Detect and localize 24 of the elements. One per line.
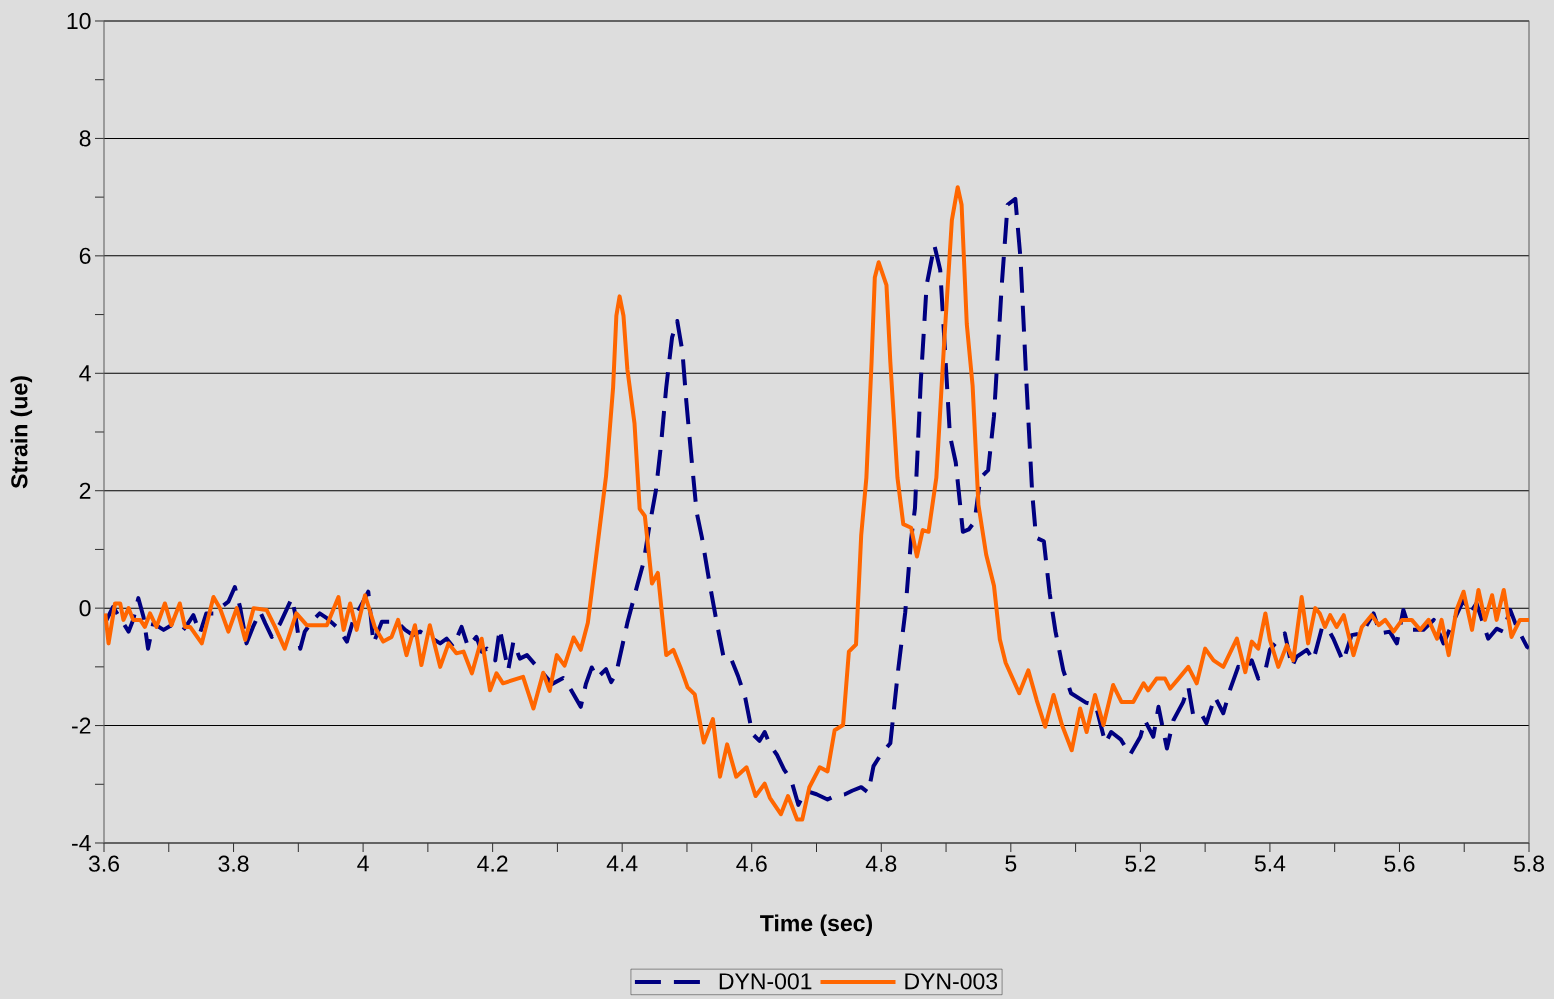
legend-label: DYN-001	[719, 973, 812, 990]
x-tick-label: 5.8	[1513, 855, 1544, 872]
x-tick-label: 5.2	[1125, 855, 1156, 872]
x-tick-label: 4.2	[477, 855, 508, 872]
x-tick-label: 3.6	[88, 855, 119, 872]
y-tick-label: -4	[72, 835, 91, 851]
y-tick-label: 4	[79, 365, 91, 382]
y-tick-label: -2	[72, 717, 91, 734]
x-tick-label: 5	[1005, 855, 1017, 872]
y-tick-label: 6	[79, 247, 91, 264]
x-axis-title: Time (sec)	[760, 914, 872, 936]
x-tick-label: 4.6	[736, 855, 767, 872]
x-tick-label: 4.4	[606, 855, 638, 872]
legend-label: DYN-003	[905, 973, 998, 990]
y-tick-label: 2	[79, 482, 91, 499]
x-tick-label: 4.8	[865, 855, 897, 872]
x-tick-label: 3.8	[218, 855, 249, 872]
x-tick-label: 4	[357, 855, 369, 872]
y-axis-title: Strain (ue)	[10, 376, 33, 489]
x-tick-label: 5.4	[1254, 855, 1286, 872]
y-tick-label: 8	[79, 130, 91, 147]
x-tick-label: 5.6	[1384, 855, 1415, 872]
y-tick-label: 0	[79, 600, 91, 617]
y-tick-label: 10	[67, 12, 91, 30]
